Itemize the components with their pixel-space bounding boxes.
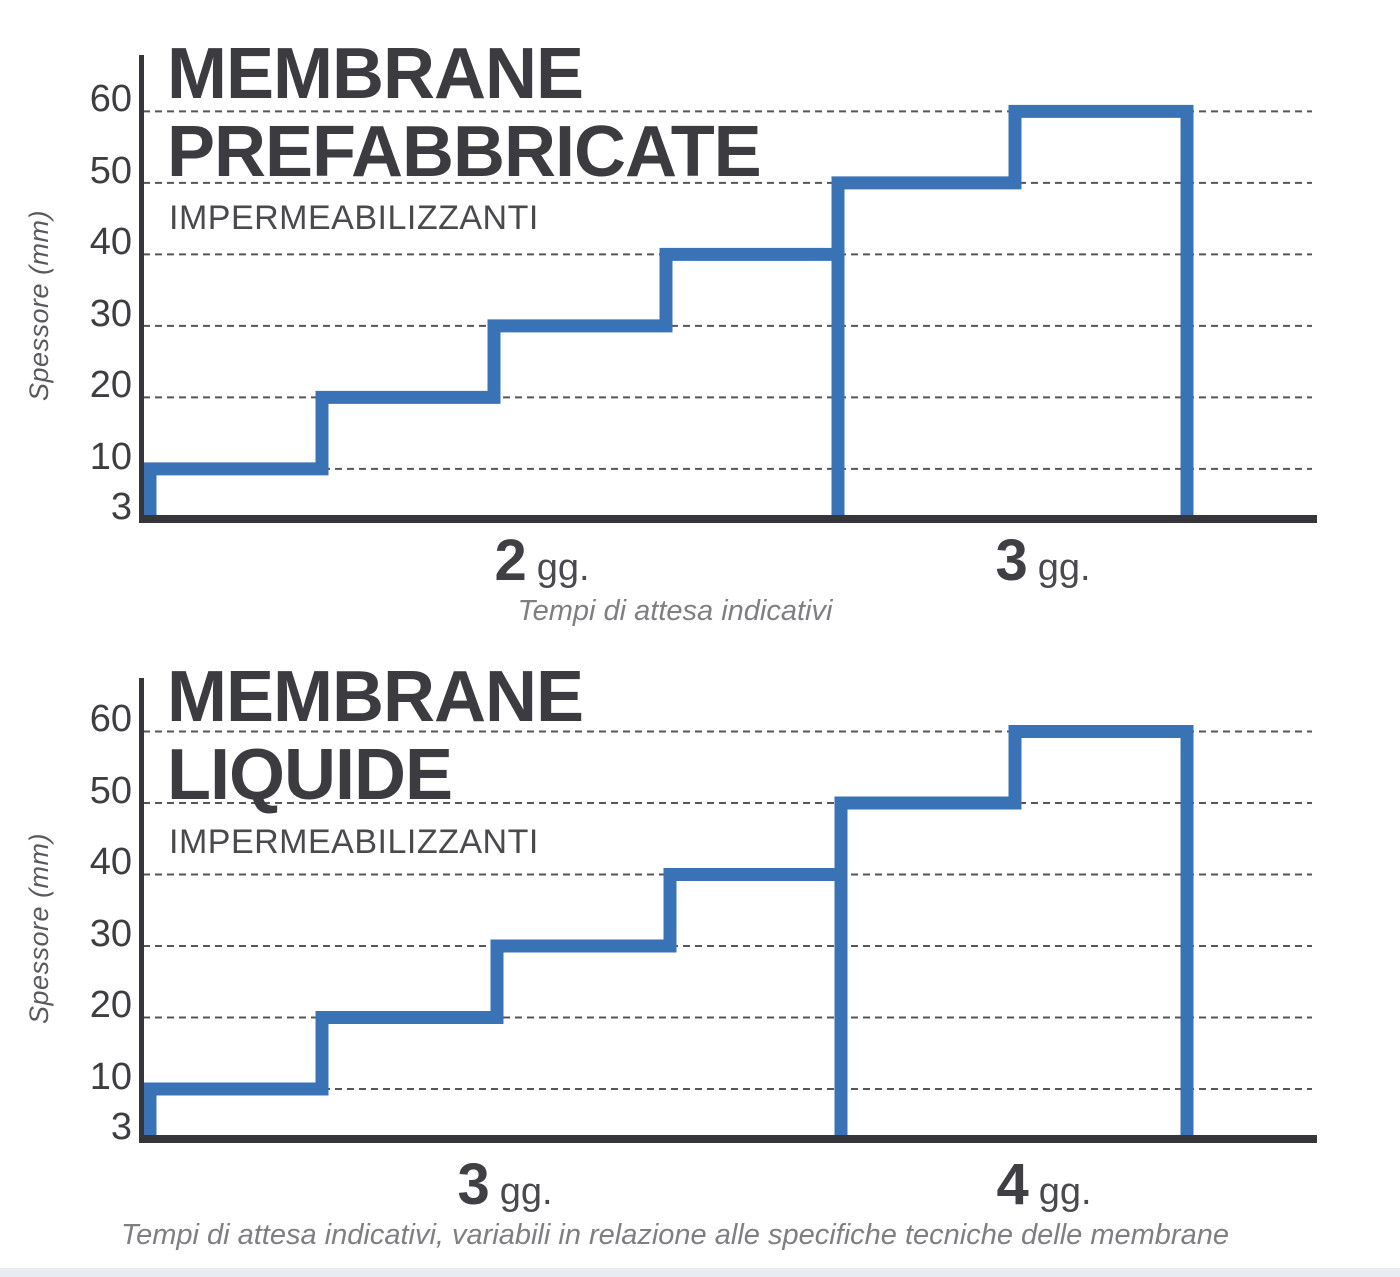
chart-title-line-1: MEMBRANE xyxy=(167,657,584,737)
y-tick-label-40: 40 xyxy=(89,221,132,263)
x-day-value: 2 xyxy=(494,528,527,593)
chart-title-line-2: PREFABBRICATE xyxy=(167,112,762,192)
x-day-label: 3 gg. xyxy=(995,532,1090,590)
y-tick-label-40: 40 xyxy=(89,841,132,883)
chart-caption: Tempi di attesa indicativi, variabili in… xyxy=(121,1219,1229,1251)
y-tick-label-3: 3 xyxy=(110,1106,132,1148)
chart-subtitle: IMPERMEABILIZZANTI xyxy=(169,199,539,237)
thickness-step-line xyxy=(834,725,1194,1139)
x-day-value: 3 xyxy=(995,528,1028,593)
x-day-value: 4 xyxy=(996,1152,1029,1217)
x-axis-line xyxy=(139,515,1317,523)
chart-subtitle: IMPERMEABILIZZANTI xyxy=(169,823,539,861)
y-tick-label-30: 30 xyxy=(89,913,132,955)
y-tick-label-10: 10 xyxy=(89,1056,132,1098)
thickness-step-line xyxy=(143,247,841,519)
y-tick-label-20: 20 xyxy=(89,364,132,406)
x-day-value: 3 xyxy=(457,1152,490,1217)
y-tick-label-60: 60 xyxy=(89,78,132,120)
y-tick-label-30: 30 xyxy=(89,293,132,335)
y-tick-label-10: 10 xyxy=(89,436,132,478)
y-tick-label-50: 50 xyxy=(89,770,132,812)
footer-strip xyxy=(0,1268,1400,1277)
chart-title-line-1: MEMBRANE xyxy=(167,34,584,114)
x-day-unit: gg. xyxy=(536,547,590,589)
y-tick-label-3: 3 xyxy=(110,486,132,528)
x-day-label: 2 gg. xyxy=(494,532,589,590)
x-axis-line xyxy=(139,1135,1317,1143)
thickness-step-line xyxy=(831,104,1194,519)
x-day-unit: gg. xyxy=(499,1171,553,1213)
y-tick-label-50: 50 xyxy=(89,150,132,192)
y-axis-line xyxy=(139,678,144,1143)
chart-caption: Tempi di attesa indicativi xyxy=(517,595,833,627)
thickness-step-line xyxy=(143,868,844,1139)
x-day-label: 3 gg. xyxy=(457,1156,552,1214)
y-axis-line xyxy=(139,55,144,523)
y-tick-label-60: 60 xyxy=(89,698,132,740)
chart-title-line-2: LIQUIDE xyxy=(167,735,453,815)
x-day-unit: gg. xyxy=(1038,1171,1092,1213)
y-tick-label-20: 20 xyxy=(89,984,132,1026)
x-day-unit: gg. xyxy=(1037,547,1091,589)
x-day-label: 4 gg. xyxy=(996,1156,1091,1214)
